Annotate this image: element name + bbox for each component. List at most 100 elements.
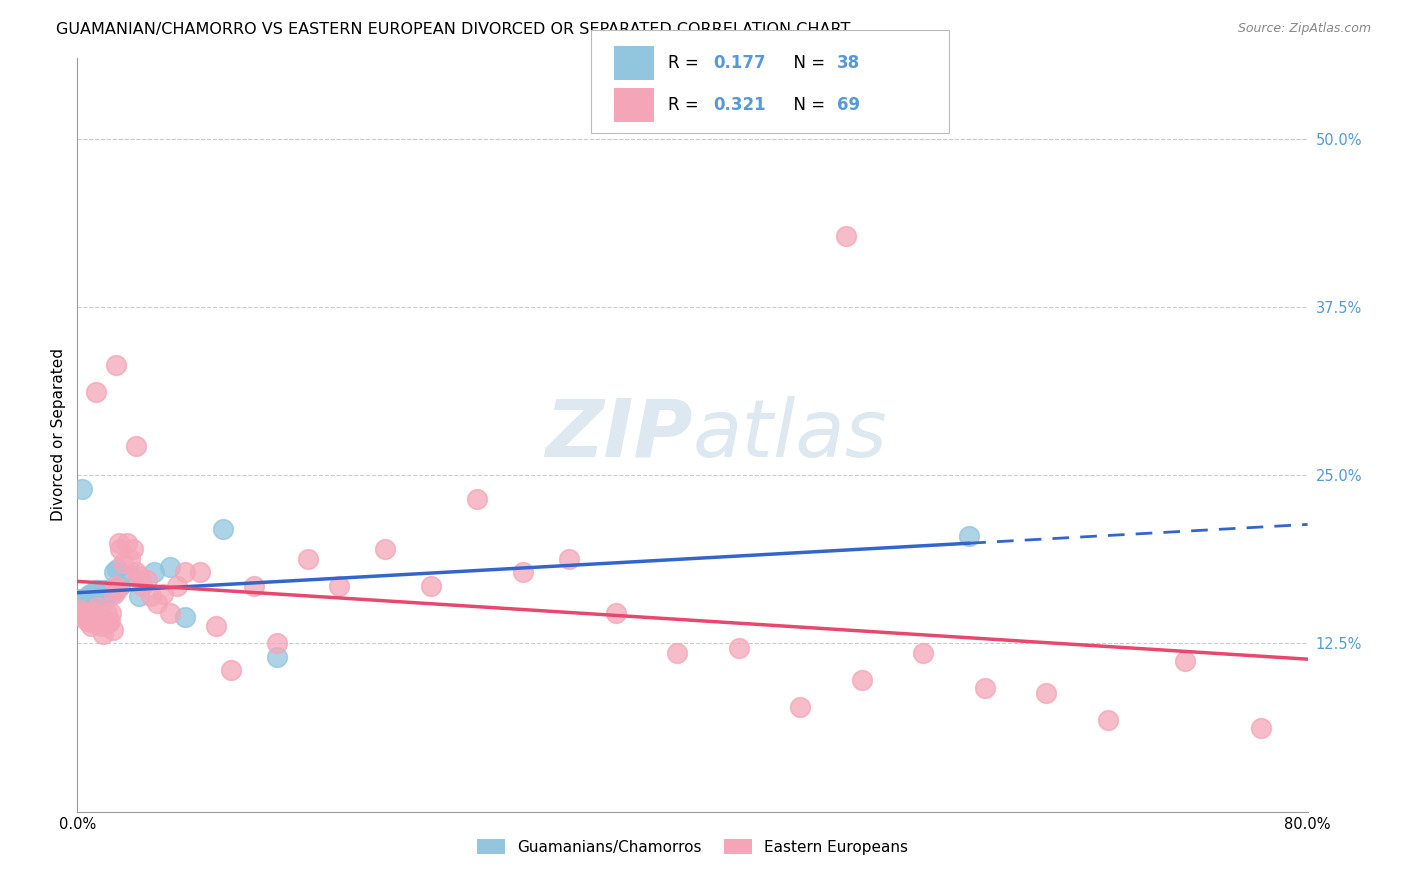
Point xyxy=(1097,713,1119,727)
Point xyxy=(420,579,443,593)
Point xyxy=(86,582,108,597)
Point xyxy=(83,606,105,620)
Text: 0.177: 0.177 xyxy=(713,54,765,72)
Point xyxy=(97,582,120,597)
Text: Source: ZipAtlas.com: Source: ZipAtlas.com xyxy=(1237,22,1371,36)
Point xyxy=(912,646,935,660)
Point xyxy=(105,582,128,597)
Point xyxy=(125,565,148,579)
Point xyxy=(77,590,100,604)
Point xyxy=(79,606,101,620)
Point xyxy=(82,596,104,610)
Point xyxy=(118,551,141,566)
Point xyxy=(103,587,125,601)
Point xyxy=(727,640,749,655)
Point xyxy=(77,606,100,620)
Text: R =: R = xyxy=(668,96,704,114)
Point xyxy=(374,542,396,557)
Point xyxy=(84,616,107,631)
Point xyxy=(90,596,114,610)
Point xyxy=(125,439,148,453)
Text: 38: 38 xyxy=(837,54,859,72)
Point xyxy=(76,614,98,628)
Point xyxy=(266,636,288,650)
Point xyxy=(188,565,212,579)
Text: 69: 69 xyxy=(837,96,859,114)
Text: N =: N = xyxy=(783,96,831,114)
Point xyxy=(1035,686,1057,700)
Point xyxy=(93,582,115,597)
Point xyxy=(97,616,120,631)
Point xyxy=(1174,654,1197,668)
Point xyxy=(73,609,96,624)
Point xyxy=(72,606,94,620)
Legend: Guamanians/Chamorros, Eastern Europeans: Guamanians/Chamorros, Eastern Europeans xyxy=(471,833,914,861)
Point xyxy=(110,579,132,593)
Point xyxy=(146,596,169,610)
Point xyxy=(266,649,288,664)
Point xyxy=(89,616,111,631)
Point xyxy=(605,606,627,620)
Point xyxy=(67,596,90,610)
Point xyxy=(73,596,96,610)
Y-axis label: Divorced or Separated: Divorced or Separated xyxy=(51,349,66,521)
Point xyxy=(93,627,115,641)
Text: N =: N = xyxy=(783,54,831,72)
Point xyxy=(465,492,488,507)
Point xyxy=(135,573,157,587)
Point xyxy=(789,699,811,714)
Point xyxy=(851,673,873,687)
Point xyxy=(115,535,138,549)
Point xyxy=(120,569,142,583)
Point xyxy=(159,559,181,574)
Point xyxy=(141,590,163,604)
Point xyxy=(204,619,226,633)
Point xyxy=(70,609,93,624)
Point xyxy=(90,619,114,633)
Point xyxy=(112,556,135,570)
Point xyxy=(70,482,93,496)
Point xyxy=(76,592,98,607)
Point xyxy=(96,606,118,620)
Point xyxy=(84,384,107,399)
Text: atlas: atlas xyxy=(693,396,887,474)
Point xyxy=(100,606,122,620)
Point xyxy=(69,592,91,607)
Point xyxy=(98,614,121,628)
Point xyxy=(166,579,188,593)
Point xyxy=(131,579,153,593)
Point xyxy=(87,582,110,597)
Point xyxy=(86,600,108,615)
Point xyxy=(128,569,150,583)
Point xyxy=(83,596,105,610)
Point xyxy=(512,565,534,579)
Point xyxy=(558,551,581,566)
Point xyxy=(72,592,94,607)
Point xyxy=(1250,721,1272,735)
Point xyxy=(108,535,131,549)
Point xyxy=(174,609,197,624)
Point xyxy=(143,565,166,579)
Point xyxy=(159,606,181,620)
Point xyxy=(103,565,125,579)
Point xyxy=(101,623,124,637)
Point xyxy=(219,664,242,678)
Point xyxy=(94,590,117,604)
Point xyxy=(328,579,350,593)
Point xyxy=(105,562,128,576)
Text: ZIP: ZIP xyxy=(546,396,693,474)
Point xyxy=(84,603,107,617)
Point xyxy=(89,590,111,604)
Point xyxy=(243,579,266,593)
Point xyxy=(666,646,689,660)
Point xyxy=(128,590,150,604)
Point xyxy=(297,551,319,566)
Point xyxy=(80,596,103,610)
Point xyxy=(69,603,91,617)
Text: 0.321: 0.321 xyxy=(713,96,765,114)
Text: GUAMANIAN/CHAMORRO VS EASTERN EUROPEAN DIVORCED OR SEPARATED CORRELATION CHART: GUAMANIAN/CHAMORRO VS EASTERN EUROPEAN D… xyxy=(56,22,851,37)
Point xyxy=(104,358,127,372)
Point xyxy=(86,596,108,610)
Point xyxy=(104,579,127,593)
Point xyxy=(84,582,107,597)
